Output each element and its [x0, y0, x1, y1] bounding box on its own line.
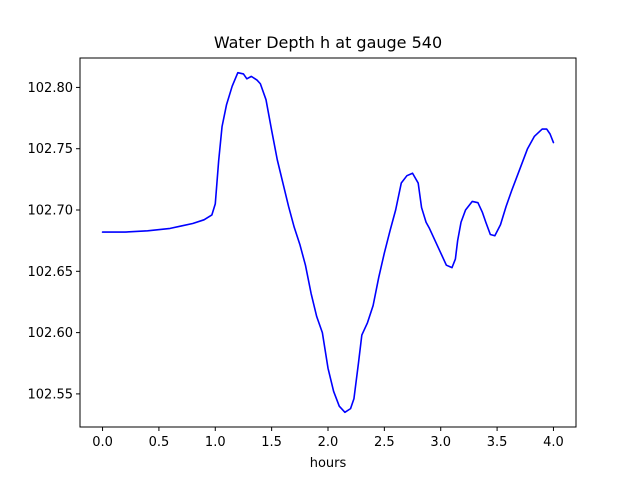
x-tick-label: 0.0 [92, 435, 113, 450]
y-tick-label: 102.75 [28, 142, 74, 157]
x-tick-label: 1.5 [261, 435, 282, 450]
series-line-0 [101, 71, 555, 414]
x-tick-label: 2.5 [374, 435, 395, 450]
chart-title: Water Depth h at gauge 540 [214, 33, 442, 52]
plot-area [101, 71, 555, 414]
x-axis: 0.0 0.5 1.0 1.5 2.0 2.5 3.0 3.5 4.0 [92, 427, 564, 450]
x-tick-label: 0.5 [149, 435, 170, 450]
y-tick-label: 102.60 [28, 326, 74, 341]
x-tick-label: 2.0 [318, 435, 339, 450]
y-tick-label: 102.55 [28, 387, 74, 402]
x-tick-label: 1.0 [205, 435, 226, 450]
x-tick-label: 4.0 [543, 435, 564, 450]
x-tick-label: 3.5 [487, 435, 508, 450]
x-tick-label: 3.0 [430, 435, 451, 450]
y-tick-label: 102.70 [28, 204, 74, 219]
x-axis-label: hours [310, 456, 347, 471]
y-axis: 102.55 102.60 102.65 102.70 102.75 102.80 [28, 81, 80, 402]
axes-frame [79, 57, 577, 428]
y-tick-label: 102.80 [28, 81, 74, 96]
y-tick-label: 102.65 [28, 265, 74, 280]
